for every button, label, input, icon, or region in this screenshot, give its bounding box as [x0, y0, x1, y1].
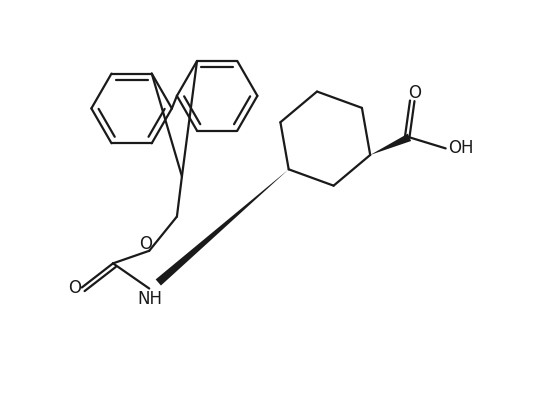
Polygon shape	[370, 134, 411, 155]
Text: O: O	[408, 84, 421, 102]
Polygon shape	[156, 169, 289, 286]
Text: OH: OH	[448, 140, 474, 157]
Text: O: O	[68, 279, 81, 297]
Text: NH: NH	[138, 290, 163, 308]
Text: O: O	[139, 235, 152, 253]
